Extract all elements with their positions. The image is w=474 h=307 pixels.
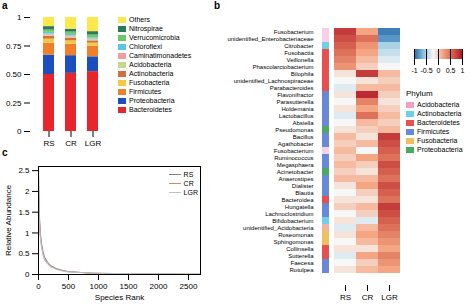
- svg-text:2.5: 2.5: [18, 166, 30, 175]
- svg-text:Bacillus: Bacillus: [293, 134, 314, 140]
- svg-text:0: 0: [17, 127, 22, 136]
- svg-text:LGR: LGR: [85, 139, 102, 147]
- svg-text:1: 1: [461, 67, 465, 74]
- svg-text:Phascolarctobacterium: Phascolarctobacterium: [252, 64, 313, 70]
- svg-text:Faecesa: Faecesa: [290, 260, 314, 266]
- svg-text:Relative Abundance: Relative Abundance: [4, 184, 13, 256]
- svg-text:Citrobacter: Citrobacter: [284, 43, 313, 49]
- svg-text:Fusobacterium: Fusobacterium: [274, 29, 314, 35]
- svg-text:1: 1: [25, 229, 30, 238]
- html-text:Fusobacteria: Fusobacteria: [417, 137, 458, 144]
- svg-text:Parabacteroides: Parabacteroides: [270, 85, 314, 91]
- svg-text:2: 2: [25, 187, 30, 196]
- svg-text:Hungatella: Hungatella: [285, 204, 314, 210]
- svg-text:Acinetobacter: Acinetobacter: [277, 169, 314, 175]
- svg-text:Holdemania: Holdemania: [281, 106, 314, 112]
- svg-text:Pseudomonas: Pseudomonas: [275, 127, 313, 133]
- svg-text:Roseomonas: Roseomonas: [278, 232, 313, 238]
- html-text:Proteobacteria: Proteobacteria: [417, 146, 463, 153]
- svg-text:0.25: 0.25: [6, 99, 22, 108]
- svg-text:0: 0: [36, 282, 41, 291]
- html-text:RS: RS: [183, 171, 194, 178]
- html-text:Chloroflexi: Chloroflexi: [129, 43, 163, 50]
- html-text:Nitrospirae: Nitrospirae: [129, 25, 163, 32]
- svg-text:0: 0: [437, 67, 441, 74]
- svg-text:Rotulpea: Rotulpea: [289, 267, 314, 273]
- html-text:Actinobacteria: Actinobacteria: [129, 70, 174, 77]
- svg-text:500: 500: [62, 282, 76, 291]
- svg-text:Collinsella: Collinsella: [286, 246, 314, 252]
- svg-text:1500: 1500: [120, 282, 138, 291]
- svg-text:0: 0: [25, 270, 30, 279]
- svg-text:Sphingomonas: Sphingomonas: [273, 239, 313, 245]
- html-text:CR: CR: [183, 180, 194, 187]
- svg-text:1: 1: [17, 13, 22, 22]
- svg-text:unidentified_Enterobacteriacea: unidentified_Enterobacteriaceae: [227, 36, 314, 42]
- svg-text:Megasphaera: Megasphaera: [277, 162, 314, 168]
- svg-text:-1: -1: [411, 67, 417, 74]
- svg-text:0.75: 0.75: [6, 42, 22, 51]
- svg-text:RS: RS: [43, 139, 54, 147]
- svg-text:Ruminococcus: Ruminococcus: [274, 155, 313, 161]
- html-text:Acidobacteria: Acidobacteria: [129, 61, 172, 68]
- svg-text:Flavonifractor: Flavonifractor: [277, 92, 313, 98]
- svg-text:Agathobacter: Agathobacter: [278, 141, 314, 147]
- svg-text:Veillonella: Veillonella: [286, 57, 314, 63]
- html-text:Actinobacteria: Actinobacteria: [417, 110, 462, 117]
- svg-text:1.5: 1.5: [18, 208, 30, 217]
- html-text:Acidobacteria: Acidobacteria: [417, 101, 460, 108]
- svg-text:RS: RS: [340, 293, 351, 302]
- html-text:Firmicutes: Firmicutes: [129, 88, 162, 95]
- svg-text:Bifidobacterium: Bifidobacterium: [272, 218, 313, 224]
- html-text:Caminatimonadetes: Caminatimonadetes: [129, 52, 192, 59]
- svg-text:0.50: 0.50: [6, 70, 22, 79]
- html-text:b: b: [214, 0, 221, 11]
- svg-text:unidentified_Lachnospiraceae: unidentified_Lachnospiraceae: [234, 78, 314, 84]
- svg-text:Fusobactia: Fusobactia: [284, 50, 314, 56]
- svg-text:Bacteroidea: Bacteroidea: [281, 197, 314, 203]
- svg-text:Species Rank: Species Rank: [95, 293, 145, 302]
- html-text:Bacteroidetes: Bacteroidetes: [417, 119, 460, 126]
- svg-text:0.5: 0.5: [446, 67, 456, 74]
- svg-text:Dialister: Dialister: [292, 183, 314, 189]
- html-text:Bacteroidetes: Bacteroidetes: [129, 106, 172, 113]
- svg-text:2500: 2500: [180, 282, 198, 291]
- svg-text:-0.5: -0.5: [420, 67, 432, 74]
- svg-text:Anaerostipes: Anaerostipes: [278, 176, 313, 182]
- svg-text:LGR: LGR: [381, 293, 398, 302]
- svg-text:CR: CR: [362, 293, 374, 302]
- html-text:a: a: [2, 0, 8, 11]
- svg-text:Lachnoclostridium: Lachnoclostridium: [265, 211, 313, 217]
- html-text:Others: Others: [129, 16, 150, 23]
- html-text:Phylum: Phylum: [406, 89, 433, 98]
- svg-text:unidentified_Acidobacteria: unidentified_Acidobacteria: [243, 225, 314, 231]
- svg-text:Parasutterella: Parasutterella: [276, 99, 314, 105]
- svg-text:1000: 1000: [90, 282, 108, 291]
- svg-text:Absiella: Absiella: [292, 120, 314, 126]
- html-text:Verrucomicrobia: Verrucomicrobia: [129, 34, 180, 41]
- html-text:LGR: LGR: [183, 189, 198, 196]
- svg-text:Bilophila: Bilophila: [291, 71, 314, 77]
- svg-text:Blautia: Blautia: [295, 190, 314, 196]
- svg-text:CR: CR: [65, 139, 77, 147]
- html-text:Firmicutes: Firmicutes: [417, 128, 450, 135]
- svg-text:Sutterella: Sutterella: [288, 253, 314, 259]
- svg-text:Fusobacterium: Fusobacterium: [274, 148, 314, 154]
- html-text:Proteobacteria: Proteobacteria: [129, 97, 175, 104]
- svg-text:Lactobacillus: Lactobacillus: [279, 113, 314, 119]
- html-text:Fusobacteria: Fusobacteria: [129, 79, 170, 86]
- html-text:c: c: [2, 147, 8, 158]
- svg-text:2000: 2000: [150, 282, 168, 291]
- svg-text:0.5: 0.5: [18, 249, 30, 258]
